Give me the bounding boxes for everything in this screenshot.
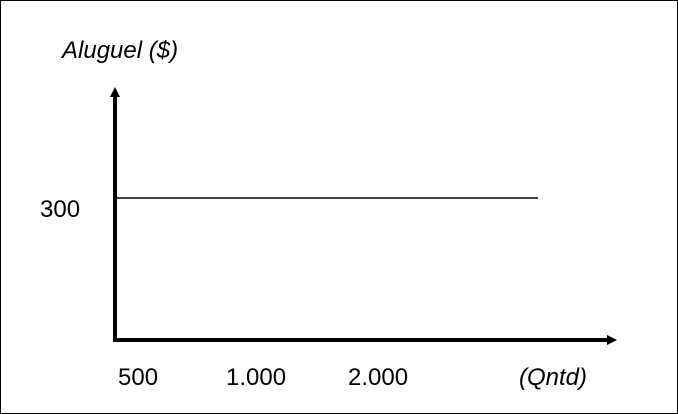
x-tick-label-1000: 1.000 [226, 364, 286, 391]
y-axis-label: Aluguel ($) [60, 37, 178, 64]
x-axis-label: (Qntd) [519, 364, 587, 391]
y-tick-label-300: 300 [40, 196, 80, 223]
x-tick-label-2000: 2.000 [348, 364, 408, 391]
x-tick-label-500: 500 [118, 364, 158, 391]
